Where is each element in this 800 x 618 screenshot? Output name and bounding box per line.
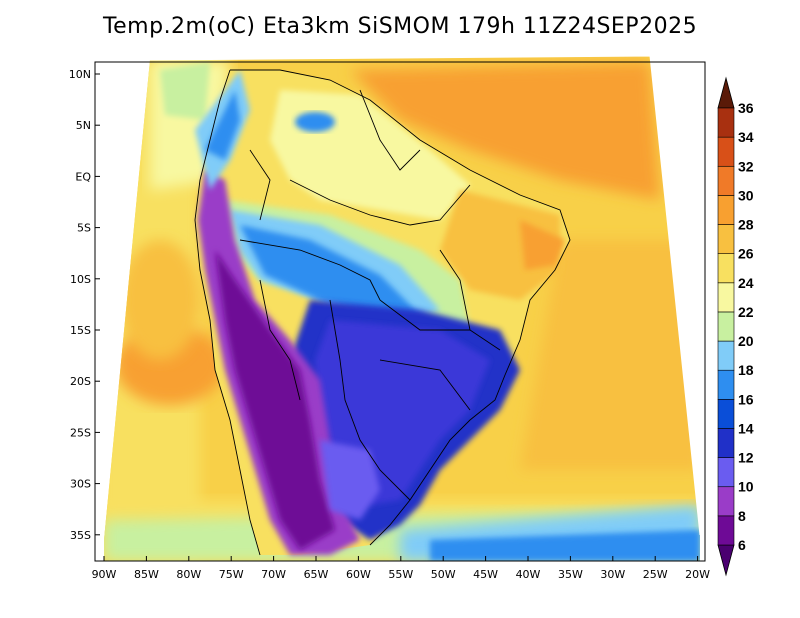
lat-tick-label: 35S (70, 529, 91, 542)
lon-tick-label: 40W (516, 568, 541, 581)
colorbar-segment (717, 195, 735, 225)
colorbar-label: 12 (738, 450, 754, 466)
lon-tick-label: 60W (346, 568, 371, 581)
colorbar-segment (717, 311, 735, 342)
plot-frame (94, 61, 706, 562)
lon-tick-label: 50W (431, 568, 456, 581)
colorbar-segment (717, 340, 735, 371)
lon-tick-label: 30W (600, 568, 625, 581)
colorbar-segment (717, 253, 735, 284)
lat-tick-label: 20S (70, 375, 91, 388)
colorbar-label: 20 (738, 333, 754, 349)
country-borders (194, 69, 571, 556)
colorbar-segment (717, 486, 735, 517)
lon-tick-label: 55W (388, 568, 413, 581)
colorbar-label: 16 (738, 391, 754, 407)
longitude-axis: 90W 85W 80W 75W 70W 65W 60W 55W 50W 45W 40W 35W 30W 2… (92, 556, 710, 581)
colorbar-label: 14 (738, 420, 754, 436)
colorbar-segment (717, 515, 735, 546)
colorbar-segment (717, 399, 735, 429)
colorbar-segment (717, 165, 735, 196)
colorbar: 6 8 10 12 14 16 18 20 22 24 26 28 30 32 34 36 (717, 76, 754, 577)
colorbar-label: 34 (738, 129, 754, 145)
lat-tick-label: 10N (69, 68, 91, 81)
map-title: Temp.2m(oC) Eta3km SiSMOM 179h 11Z24SEP2… (102, 14, 698, 39)
temperature-field (104, 56, 700, 561)
lon-tick-label: 20W (685, 568, 710, 581)
colorbar-label: 30 (738, 187, 754, 203)
lon-tick-label: 90W (92, 568, 117, 581)
colorbar-segment (717, 107, 735, 138)
lon-tick-label: 70W (261, 568, 286, 581)
colorbar-label: 8 (738, 508, 746, 524)
lon-tick-label: 75W (219, 568, 244, 581)
lon-tick-label: 80W (176, 568, 201, 581)
lon-tick-label: 45W (473, 568, 498, 581)
colorbar-segment (717, 282, 735, 313)
colorbar-segment (717, 457, 735, 488)
colorbar-label: 28 (738, 217, 754, 233)
colorbar-segment (717, 428, 735, 458)
lat-tick-label: 30S (70, 478, 91, 491)
colorbar-label: 36 (738, 100, 754, 116)
lat-tick-label: 5S (77, 222, 91, 235)
lon-tick-label: 25W (643, 568, 668, 581)
colorbar-label: 24 (738, 275, 754, 291)
colorbar-label: 10 (738, 479, 754, 495)
colorbar-segment (717, 369, 735, 400)
lat-tick-label: 15S (70, 324, 91, 337)
colorbar-max-arrow (717, 76, 735, 109)
lat-tick-label: 25S (70, 426, 91, 439)
colorbar-segment (717, 136, 735, 167)
colorbar-label: 26 (738, 246, 754, 262)
colorbar-label: 18 (738, 362, 754, 378)
lat-tick-label: 10S (70, 273, 91, 286)
colorbar-label: 32 (738, 158, 754, 174)
lon-tick-label: 65W (304, 568, 329, 581)
colorbar-label: 22 (738, 304, 754, 320)
colorbar-segment (717, 224, 735, 254)
lat-tick-label: 5N (76, 119, 91, 132)
lat-tick-label: EQ (75, 170, 91, 183)
colorbar-label: 6 (738, 537, 746, 553)
lon-tick-label: 35W (558, 568, 583, 581)
colorbar-min-arrow (717, 544, 735, 577)
latitude-axis: 10N 5N EQ 5S 10S 15S 20S 25S 30S 35S (69, 68, 100, 542)
lon-tick-label: 85W (134, 568, 159, 581)
